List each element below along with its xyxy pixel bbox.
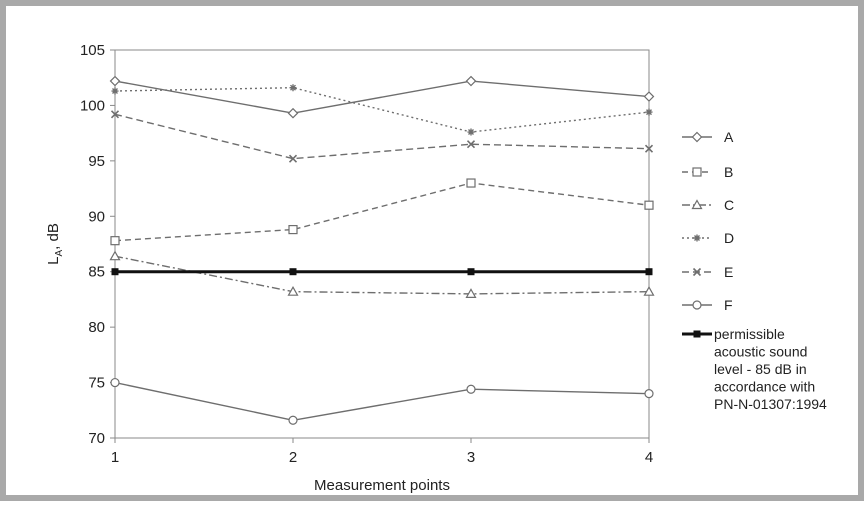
legend-item: F (682, 297, 733, 313)
data-point (645, 108, 653, 116)
data-point (111, 268, 119, 276)
data-point (288, 154, 298, 163)
series-7 (111, 268, 653, 276)
series-line (114, 80, 650, 114)
legend-marker (691, 199, 703, 210)
y-axis-title: LA, dB (45, 223, 65, 265)
y-tick-label: 70 (88, 430, 105, 447)
legend-label-line: permissible (714, 326, 785, 342)
data-point (111, 87, 119, 95)
x-tick-label: 3 (467, 449, 475, 466)
series-4 (111, 84, 653, 136)
data-point (466, 384, 476, 394)
legend-label: B (724, 164, 733, 180)
legend-label: C (724, 197, 734, 213)
series-2 (110, 178, 654, 246)
data-point (109, 75, 121, 87)
data-point (466, 178, 476, 188)
x-tick-label: 1 (111, 449, 119, 466)
legend-label: E (724, 264, 733, 280)
y-tick-label: 85 (88, 264, 105, 281)
data-point (288, 415, 298, 425)
data-point (110, 110, 120, 119)
y-tick-label: 100 (80, 97, 105, 114)
data-point (643, 285, 655, 296)
legend-marker (692, 267, 702, 277)
x-axis: 1 2 3 4 (111, 438, 653, 466)
legend-label-line: accordance with (714, 379, 815, 395)
legend-label: A (724, 129, 734, 145)
legend-item: D (682, 230, 734, 246)
data-point (109, 250, 121, 261)
legend-label: D (724, 230, 734, 246)
legend-marker (692, 300, 702, 310)
plot-area-border (114, 49, 650, 439)
legend-marker (693, 330, 701, 338)
legend-marker (693, 234, 701, 242)
data-point (288, 224, 298, 235)
data-point (465, 288, 477, 298)
legend-item: C (682, 197, 734, 213)
data-point (645, 268, 653, 276)
series-6 (110, 377, 654, 425)
data-point (467, 268, 475, 276)
y-tick-label: 105 (80, 42, 105, 59)
series-line (114, 182, 650, 242)
legend-item: E (682, 264, 733, 280)
data-point (287, 285, 299, 296)
data-point (289, 268, 297, 276)
series-line (114, 113, 650, 160)
y-axis-title-main: L (45, 257, 62, 265)
x-tick-label: 4 (645, 449, 653, 466)
data-point (644, 200, 654, 210)
series-line (114, 86, 650, 133)
data-point (287, 107, 299, 119)
legend-item: B (682, 164, 733, 180)
data-point (110, 236, 120, 246)
series-1 (109, 75, 655, 119)
data-point (467, 128, 475, 136)
x-axis-title: Measurement points (314, 477, 450, 494)
y-tick-label: 95 (88, 153, 105, 170)
data-point (466, 140, 476, 149)
series-line (114, 255, 650, 295)
data-point (644, 144, 654, 153)
legend-label-line: level - 85 dB in (714, 361, 807, 377)
series-5 (110, 110, 654, 163)
series-line (114, 381, 650, 421)
legend-label-line: PN-N-01307:1994 (714, 396, 827, 412)
data-point (643, 91, 655, 102)
y-tick-label: 75 (88, 375, 105, 392)
legend-label: F (724, 297, 733, 313)
legend-label-line: acoustic sound (714, 344, 807, 360)
data-point (644, 389, 654, 399)
series-layer (109, 75, 655, 425)
legend-marker (691, 131, 703, 143)
series-3 (109, 250, 655, 298)
data-point (289, 84, 297, 92)
y-axis: 70 75 80 85 90 95 100 105 (80, 42, 115, 447)
y-axis-title-subscript: A (54, 250, 65, 257)
data-point (110, 377, 120, 388)
y-tick-label: 90 (88, 208, 105, 225)
legend-item: A (682, 129, 734, 145)
y-tick-label: 80 (88, 319, 105, 336)
data-point (465, 75, 477, 87)
x-tick-label: 2 (289, 449, 297, 466)
y-axis-title-rest: , dB (45, 223, 62, 250)
legend-marker (692, 167, 702, 177)
